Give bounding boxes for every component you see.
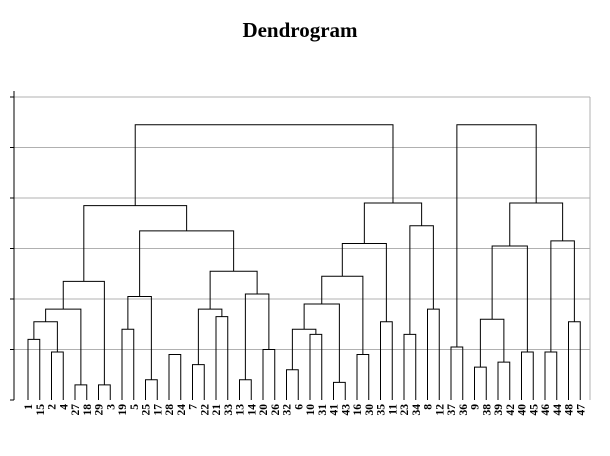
leaf-label: 43 <box>340 404 352 416</box>
leaf-label: 47 <box>575 404 587 416</box>
leaf-label: 35 <box>376 404 388 416</box>
leaf-label: 31 <box>317 404 329 416</box>
leaf-label: 41 <box>329 404 341 416</box>
leaf-label: 21 <box>211 404 223 416</box>
dendrogram-link <box>134 124 394 206</box>
leaf-label: 44 <box>552 404 564 416</box>
leaf-label: 9 <box>470 404 482 410</box>
dendrogram-link <box>568 321 581 400</box>
dendrogram-link <box>27 338 41 400</box>
chart-title: Dendrogram <box>242 18 358 42</box>
dendrogram-link <box>363 202 423 244</box>
leaf-label: 40 <box>517 404 529 416</box>
dendrogram-link <box>209 270 258 310</box>
leaf-label: 29 <box>94 404 106 416</box>
leaf-label: 23 <box>399 404 411 416</box>
dendrogram-link <box>450 346 464 400</box>
leaf-label: 5 <box>129 404 141 410</box>
leaf-label: 37 <box>446 404 458 416</box>
dendrogram-link <box>192 364 205 400</box>
leaf-label: 27 <box>70 404 82 416</box>
dendrogram-link <box>51 351 64 400</box>
leaf-label: 46 <box>540 404 552 416</box>
dendrogram-link <box>521 351 534 400</box>
leaf-label: 2 <box>47 404 59 410</box>
dendrogram-branches <box>27 124 581 400</box>
dendrogram-link <box>262 349 276 400</box>
leaf-label: 7 <box>188 404 200 410</box>
leaf-label: 1 <box>23 404 35 410</box>
leaf-label: 17 <box>152 404 164 416</box>
y-axis <box>10 91 15 401</box>
leaf-label: 3 <box>105 404 117 410</box>
dendrogram-link <box>321 275 364 355</box>
dendrogram-link <box>550 240 575 353</box>
dendrogram-link <box>544 351 558 400</box>
dendrogram-link <box>83 205 188 282</box>
grid-lines <box>14 96 591 400</box>
leaf-label: 22 <box>199 404 211 416</box>
dendrogram-link <box>239 379 252 400</box>
dendrogram-link <box>479 318 505 368</box>
dendrogram-link <box>98 384 111 400</box>
leaf-label: 45 <box>528 404 540 416</box>
leaf-label: 30 <box>364 404 376 416</box>
leaf-label: 25 <box>141 404 153 416</box>
leaf-label: 24 <box>176 404 188 416</box>
leaf-label: 26 <box>270 404 282 416</box>
dendrogram-link <box>456 124 537 347</box>
leaf-label: 36 <box>458 404 470 416</box>
leaf-label: 11 <box>387 404 399 415</box>
leaf-label: 12 <box>434 404 446 416</box>
leaf-label: 19 <box>117 404 129 416</box>
dendrogram-link <box>509 202 564 246</box>
dendrogram-link <box>309 333 323 400</box>
leaf-label: 38 <box>481 404 493 416</box>
dendrogram-link <box>409 225 434 335</box>
leaf-labels: 1 15 2 4 27 18 29 3 19 5 25 17 28 24 7 22 21 33 13 14 20 26 32… <box>23 404 587 416</box>
dendrogram-link <box>168 354 182 400</box>
dendrogram-link <box>341 242 387 322</box>
leaf-label: 42 <box>505 404 517 416</box>
leaf-label: 10 <box>305 404 317 416</box>
dendrogram-link <box>145 379 158 400</box>
leaf-label: 39 <box>493 404 505 416</box>
leaf-label: 48 <box>564 404 576 416</box>
dendrogram-link <box>380 321 393 400</box>
leaf-label: 20 <box>258 404 270 416</box>
dendrogram-link <box>286 369 299 400</box>
leaf-label: 8 <box>423 404 435 410</box>
dendrogram-link <box>139 230 235 297</box>
dendrogram-link <box>33 321 58 353</box>
dendrogram-link <box>244 293 270 380</box>
dendrogram-link <box>127 295 152 380</box>
dendrogram-link <box>474 366 487 400</box>
dendrogram-link <box>121 328 135 400</box>
leaf-label: 18 <box>82 404 94 416</box>
dendrogram-link <box>403 333 417 400</box>
dendrogram-link <box>74 384 88 400</box>
leaf-label: 16 <box>352 404 364 416</box>
leaf-label: 15 <box>35 404 47 416</box>
leaf-label: 13 <box>235 404 247 416</box>
dendrogram-link <box>62 280 105 385</box>
leaf-label: 33 <box>223 404 235 416</box>
dendrogram-link <box>197 308 223 365</box>
leaf-label: 6 <box>293 404 305 410</box>
leaf-label: 32 <box>282 404 294 416</box>
dendrogram-link <box>497 361 511 400</box>
leaf-label: 34 <box>411 404 423 416</box>
leaf-label: 28 <box>164 404 176 416</box>
leaf-label: 14 <box>246 404 258 416</box>
dendrogram-link <box>333 381 346 400</box>
leaf-label: 4 <box>58 404 70 410</box>
dendrogram-link <box>215 316 229 400</box>
dendrogram-link <box>427 308 440 400</box>
dendrogram-link <box>356 354 370 400</box>
